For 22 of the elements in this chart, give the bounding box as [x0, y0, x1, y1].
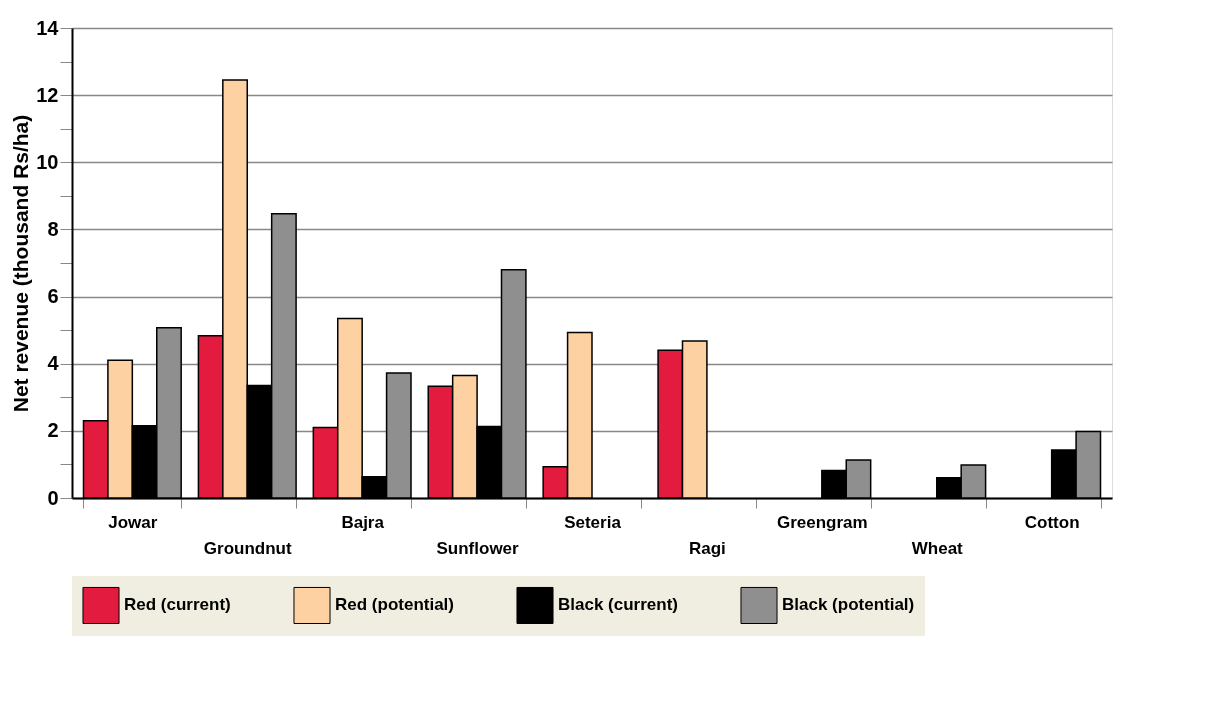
- legend-label: Red (current): [124, 595, 231, 615]
- y-tick-label: 14: [36, 16, 60, 39]
- x-tick-label: Groundnut: [203, 538, 292, 558]
- x-tick-label: Cotton: [1024, 512, 1080, 532]
- y-tick-label: 0: [47, 486, 59, 509]
- y-tick-label: 10: [36, 150, 59, 173]
- y-tick-label: 8: [47, 217, 59, 240]
- legend-label: Red (potential): [335, 595, 454, 615]
- x-tick-label: Sunflower: [436, 538, 520, 558]
- x-tick-label: Ragi: [689, 538, 726, 558]
- y-tick-label: 4: [47, 352, 60, 375]
- y-axis-title: Net revenue (thousand Rs/ha): [9, 114, 33, 413]
- x-tick-label: Jowar: [108, 512, 158, 532]
- legend-label: Black (potential): [782, 595, 915, 615]
- x-tick-label: Greengram: [776, 512, 868, 532]
- y-tick-label: 6: [47, 285, 59, 308]
- legend-label: Black (current): [558, 595, 678, 615]
- x-tick-label: Bajra: [341, 512, 385, 532]
- y-tick-label: 2: [47, 419, 59, 442]
- y-tick-label: 12: [36, 83, 59, 106]
- x-tick-label: Seteria: [564, 512, 622, 532]
- x-tick-label: Wheat: [911, 538, 964, 558]
